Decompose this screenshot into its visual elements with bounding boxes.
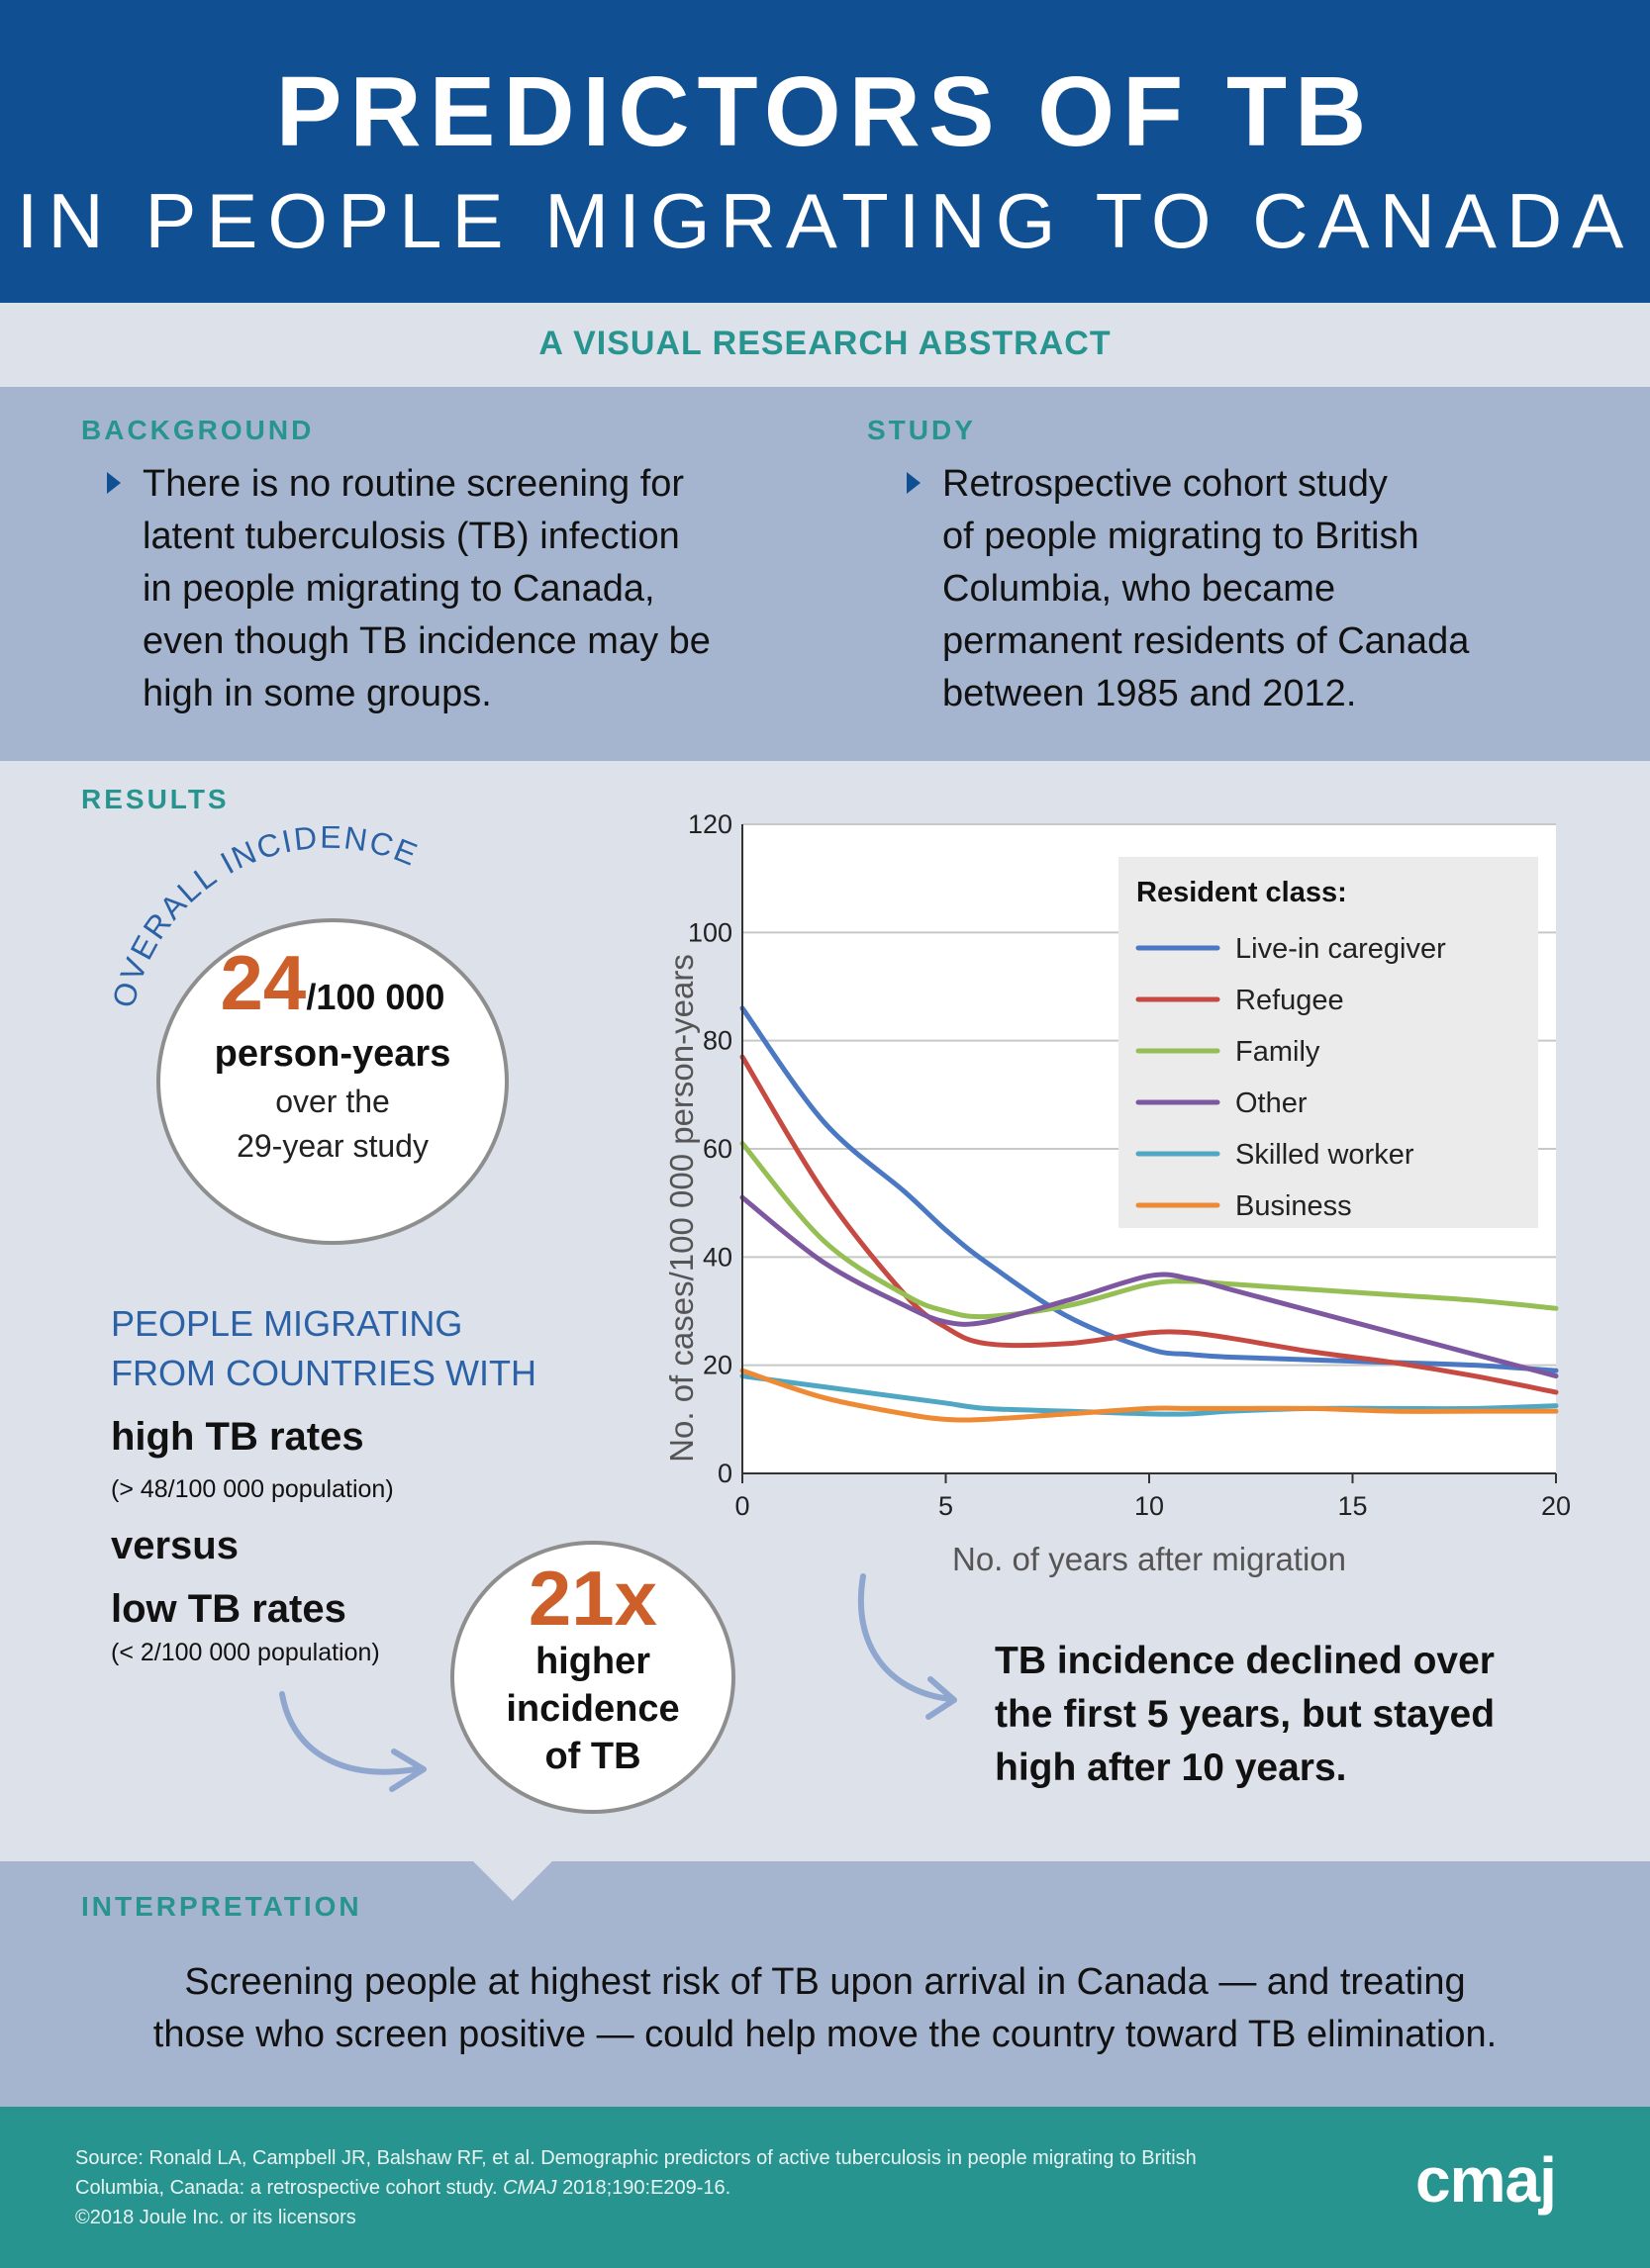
study-line: between 1985 and 2012. (942, 673, 1357, 714)
chart-caption-line: TB incidence declined over (995, 1640, 1495, 1682)
ratio-circle (450, 1541, 735, 1814)
ratio-line: incidence (506, 1688, 680, 1730)
bullet-icon (107, 472, 121, 494)
source-citation: Source: Ronald LA, Campbell JR, Balshaw … (75, 2143, 1382, 2232)
chart-caption-line: high after 10 years. (995, 1747, 1347, 1789)
interpretation-line: Screening people at highest risk of TB u… (184, 1961, 1466, 2003)
x-tick-label: 10 (1134, 1491, 1164, 1521)
study-line: Columbia, who became (942, 568, 1336, 610)
abstract-label: A VISUAL RESEARCH ABSTRACT (538, 325, 1112, 362)
low-rates-label: low TB rates (111, 1587, 346, 1631)
title-main: PREDICTORS OF TB (275, 56, 1375, 167)
arrow-to-caption-icon (857, 1573, 957, 1720)
legend-label: Family (1235, 1036, 1320, 1068)
chart-caption-line: the first 5 years, but stayed (995, 1693, 1496, 1736)
overall-incidence-figure: 24/100 000 (158, 938, 507, 1027)
legend-label: Refugee (1235, 985, 1344, 1016)
versus-label: versus (111, 1524, 239, 1567)
migrating-line: FROM COUNTRIES WITH (111, 1353, 536, 1393)
legend-box (1118, 857, 1538, 1228)
chart-caption: TB incidence declined over the first 5 y… (995, 1635, 1495, 1795)
background-label: BACKGROUND (81, 415, 315, 445)
results-label: RESULTS (81, 784, 230, 814)
background-line: in people migrating to Canada, (143, 568, 655, 610)
interpretation-band (0, 1861, 1650, 2107)
migrating-line: PEOPLE MIGRATING (111, 1303, 463, 1344)
interpretation-text: Screening people at highest risk of TB u… (0, 1956, 1650, 2061)
background-line: even though TB incidence may be (143, 620, 711, 662)
ratio-text: higher incidence of TB (452, 1638, 733, 1780)
x-tick-label: 15 (1337, 1491, 1367, 1521)
overall-incidence-line2: person-years (214, 1033, 451, 1075)
source-line: Source: Ronald LA, Campbell JR, Balshaw … (75, 2147, 1197, 2169)
cmaj-logo: cmaj (1415, 2144, 1557, 2216)
legend-label: Skilled worker (1235, 1139, 1414, 1171)
legend-label: Business (1235, 1190, 1352, 1222)
overall-incidence-circle (156, 918, 509, 1245)
y-tick-label: 60 (703, 1134, 732, 1164)
x-tick-label: 20 (1541, 1491, 1571, 1521)
ratio-line: higher (534, 1641, 651, 1682)
arrow-to-ratio-icon (279, 1691, 427, 1792)
interpretation-label: INTERPRETATION (81, 1891, 362, 1922)
study-line: Retrospective cohort study (942, 463, 1388, 505)
y-tick-label: 120 (688, 809, 732, 839)
header-banner (0, 0, 1650, 303)
overall-incidence-unit: /100 000 (306, 977, 445, 1017)
journal-name: CMAJ (503, 2177, 557, 2199)
overall-incidence-line4: 29-year study (237, 1128, 429, 1164)
abstract-band (0, 303, 1650, 387)
source-text: Columbia, Canada: a retrospective cohort… (75, 2177, 504, 2199)
x-tick-label: 0 (734, 1491, 749, 1521)
tb-incidence-line-chart: 0 20 40 60 80 100 120 0 5 10 15 20 No. of years afte… (663, 809, 1571, 1577)
y-tick-label: 100 (688, 917, 732, 947)
band-pointer (473, 1861, 552, 1901)
y-tick-label: 0 (718, 1459, 732, 1488)
interpretation-line: those who screen positive — could help m… (152, 2014, 1498, 2055)
ratio-value: 21x (528, 1555, 658, 1642)
y-axis-label: No. of cases/100 000 person-years (663, 954, 700, 1463)
footer (0, 2107, 1650, 2268)
series-line-business (739, 1368, 1559, 1423)
ratio-line: of TB (544, 1736, 641, 1777)
low-rates-note: (< 2/100 000 population) (111, 1639, 380, 1666)
y-tick-label: 40 (703, 1242, 732, 1272)
legend-label: Other (1235, 1087, 1308, 1119)
study-line: of people migrating to British (942, 516, 1419, 557)
study-line: permanent residents of Canada (942, 620, 1470, 662)
y-tick-label: 80 (703, 1026, 732, 1056)
study-text: Retrospective cohort study of people mig… (942, 458, 1576, 720)
source-text: 2018;190:E209-16. (556, 2177, 731, 2199)
source-line: Columbia, Canada: a retrospective cohort… (75, 2173, 1382, 2203)
legend-label: Live-in caregiver (1235, 933, 1446, 965)
background-text: There is no routine screening for latent… (143, 458, 776, 720)
series-line-refugee (739, 1054, 1559, 1395)
background-line: latent tuberculosis (TB) infection (143, 516, 680, 557)
background-line: high in some groups. (143, 673, 492, 714)
series-line-other (739, 1194, 1559, 1379)
overall-incidence-value: 24 (220, 939, 307, 1026)
background-line: There is no routine screening for (143, 463, 685, 505)
series-line-skilled-worker (739, 1373, 1559, 1417)
x-axis-label: No. of years after migration (952, 1541, 1346, 1577)
high-rates-note: (> 48/100 000 population) (111, 1475, 394, 1503)
copyright: ©2018 Joule Inc. or its licensors (75, 2207, 356, 2228)
title-sub: IN PEOPLE MIGRATING TO CANADA (16, 177, 1634, 264)
x-tick-label: 5 (938, 1491, 953, 1521)
migrating-heading: PEOPLE MIGRATING FROM COUNTRIES WITH (111, 1299, 536, 1398)
bullet-icon (907, 472, 921, 494)
high-rates-label: high TB rates (111, 1415, 364, 1459)
series-line-family (739, 1141, 1559, 1320)
background-study-band (0, 387, 1650, 761)
legend-title: Resident class: (1136, 877, 1347, 908)
overall-incidence-line3: over the (275, 1084, 390, 1119)
y-tick-label: 20 (703, 1351, 732, 1380)
study-label: STUDY (867, 415, 976, 445)
